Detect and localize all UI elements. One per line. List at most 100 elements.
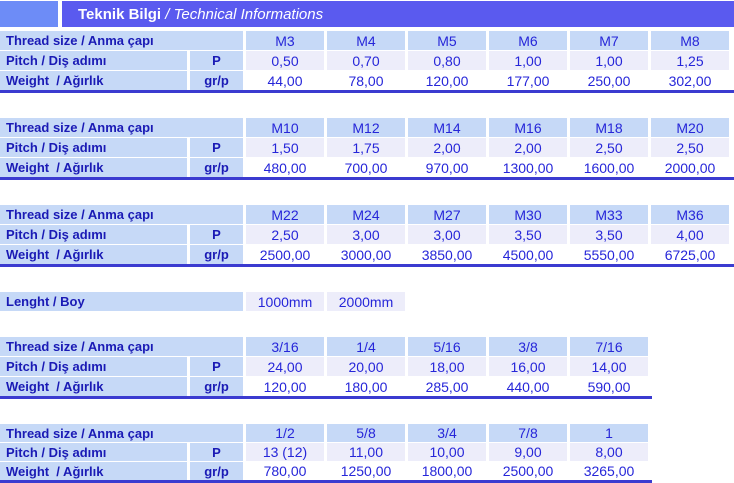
pitch-value: 3,00 [327, 225, 405, 244]
thread-size-value: M5 [408, 31, 486, 50]
length-value: 2000mm [327, 292, 405, 311]
weight-value: 44,00 [246, 71, 324, 90]
row-label-pitch: Pitch / Diş adımı [0, 357, 187, 376]
pitch-value: 3,50 [489, 225, 567, 244]
page-title-translation: / Technical Informations [161, 5, 324, 23]
row-label-thread-size: Thread size / Anma çapı [0, 424, 243, 442]
pitch-value: 2,00 [489, 138, 567, 157]
weight-value: 78,00 [327, 71, 405, 90]
thread-size-value: M33 [570, 205, 648, 224]
row-label-length: Lenght / Boy [0, 292, 243, 311]
weight-unit: gr/p [190, 377, 243, 396]
pitch-value: 2,50 [246, 225, 324, 244]
metric-table-m10-m20: Thread size / Anma çapı M10 M12 M14 M16 … [0, 118, 734, 180]
weight-value: 590,00 [570, 377, 648, 396]
pitch-value: 2,00 [408, 138, 486, 157]
row-label-pitch: Pitch / Diş adımı [0, 443, 187, 461]
row-label-pitch: Pitch / Diş adımı [0, 225, 187, 244]
thread-size-value: M36 [651, 205, 729, 224]
weight-value: 120,00 [408, 71, 486, 90]
weight-value: 3265,00 [570, 462, 648, 480]
thread-size-value: 3/4 [408, 424, 486, 442]
thread-size-value: 1 [570, 424, 648, 442]
thread-size-value: M7 [570, 31, 648, 50]
row-label-thread-size: Thread size / Anma çapı [0, 205, 243, 224]
weight-value: 700,00 [327, 158, 405, 177]
thread-size-value: M14 [408, 118, 486, 137]
weight-value: 1250,00 [327, 462, 405, 480]
pitch-value: 1,25 [651, 51, 729, 70]
thread-size-value: M3 [246, 31, 324, 50]
pitch-value: 16,00 [489, 357, 567, 376]
imperial-table-316-716: Thread size / Anma çapı 3/16 1/4 5/16 3/… [0, 337, 652, 399]
weight-value: 120,00 [246, 377, 324, 396]
metric-table-m22-m36: Thread size / Anma çapı M22 M24 M27 M30 … [0, 205, 734, 267]
title-bar: Teknik Bilgi / Technical Informations [0, 1, 734, 27]
thread-size-value: 5/16 [408, 337, 486, 356]
pitch-value: 1,00 [570, 51, 648, 70]
row-label-thread-size: Thread size / Anma çapı [0, 118, 243, 137]
pitch-value: 0,70 [327, 51, 405, 70]
pitch-value: 18,00 [408, 357, 486, 376]
thread-size-value: 3/8 [489, 337, 567, 356]
pitch-value: 24,00 [246, 357, 324, 376]
thread-size-value: 7/8 [489, 424, 567, 442]
weight-value: 1300,00 [489, 158, 567, 177]
row-label-weight: Weight / Ağırlık [0, 377, 187, 396]
thread-size-value: 3/16 [246, 337, 324, 356]
thread-size-value: 7/16 [570, 337, 648, 356]
row-label-thread-size: Thread size / Anma çapı [0, 31, 243, 50]
pitch-value: 3,00 [408, 225, 486, 244]
weight-value: 1800,00 [408, 462, 486, 480]
pitch-unit: P [190, 357, 243, 376]
row-label-weight: Weight / Ağırlık [0, 71, 187, 90]
thread-size-value: M6 [489, 31, 567, 50]
weight-value: 302,00 [651, 71, 729, 90]
thread-size-value: M8 [651, 31, 729, 50]
weight-value: 440,00 [489, 377, 567, 396]
thread-size-value: 1/4 [327, 337, 405, 356]
pitch-value: 9,00 [489, 443, 567, 461]
row-label-pitch: Pitch / Diş adımı [0, 138, 187, 157]
pitch-value: 11,00 [327, 443, 405, 461]
pitch-value: 13 (12) [246, 443, 324, 461]
weight-value: 1600,00 [570, 158, 648, 177]
pitch-value: 0,80 [408, 51, 486, 70]
thread-size-value: M27 [408, 205, 486, 224]
row-label-weight: Weight / Ağırlık [0, 245, 187, 264]
thread-size-value: M18 [570, 118, 648, 137]
weight-unit: gr/p [190, 245, 243, 264]
row-label-weight: Weight / Ağırlık [0, 462, 187, 480]
corner-block [0, 1, 58, 27]
thread-size-value: 5/8 [327, 424, 405, 442]
page-title: Teknik Bilgi [78, 5, 162, 23]
thread-size-value: M20 [651, 118, 729, 137]
weight-value: 6725,00 [651, 245, 729, 264]
imperial-table-12-1: Thread size / Anma çapı 1/2 5/8 3/4 7/8 … [0, 424, 652, 483]
length-value: 1000mm [246, 292, 324, 311]
pitch-value: 1,50 [246, 138, 324, 157]
weight-value: 250,00 [570, 71, 648, 90]
weight-value: 180,00 [327, 377, 405, 396]
pitch-value: 10,00 [408, 443, 486, 461]
length-row: Lenght / Boy 1000mm 2000mm [0, 292, 734, 311]
pitch-value: 0,50 [246, 51, 324, 70]
pitch-value: 1,75 [327, 138, 405, 157]
pitch-value: 14,00 [570, 357, 648, 376]
pitch-value: 3,50 [570, 225, 648, 244]
thread-size-value: M12 [327, 118, 405, 137]
title-band: Teknik Bilgi / Technical Informations [62, 1, 734, 27]
weight-value: 177,00 [489, 71, 567, 90]
pitch-value: 2,50 [570, 138, 648, 157]
thread-size-value: M24 [327, 205, 405, 224]
weight-value: 970,00 [408, 158, 486, 177]
pitch-unit: P [190, 138, 243, 157]
weight-unit: gr/p [190, 462, 243, 480]
pitch-value: 20,00 [327, 357, 405, 376]
weight-value: 2500,00 [246, 245, 324, 264]
weight-value: 285,00 [408, 377, 486, 396]
weight-value: 3850,00 [408, 245, 486, 264]
row-label-weight: Weight / Ağırlık [0, 158, 187, 177]
pitch-value: 2,50 [651, 138, 729, 157]
